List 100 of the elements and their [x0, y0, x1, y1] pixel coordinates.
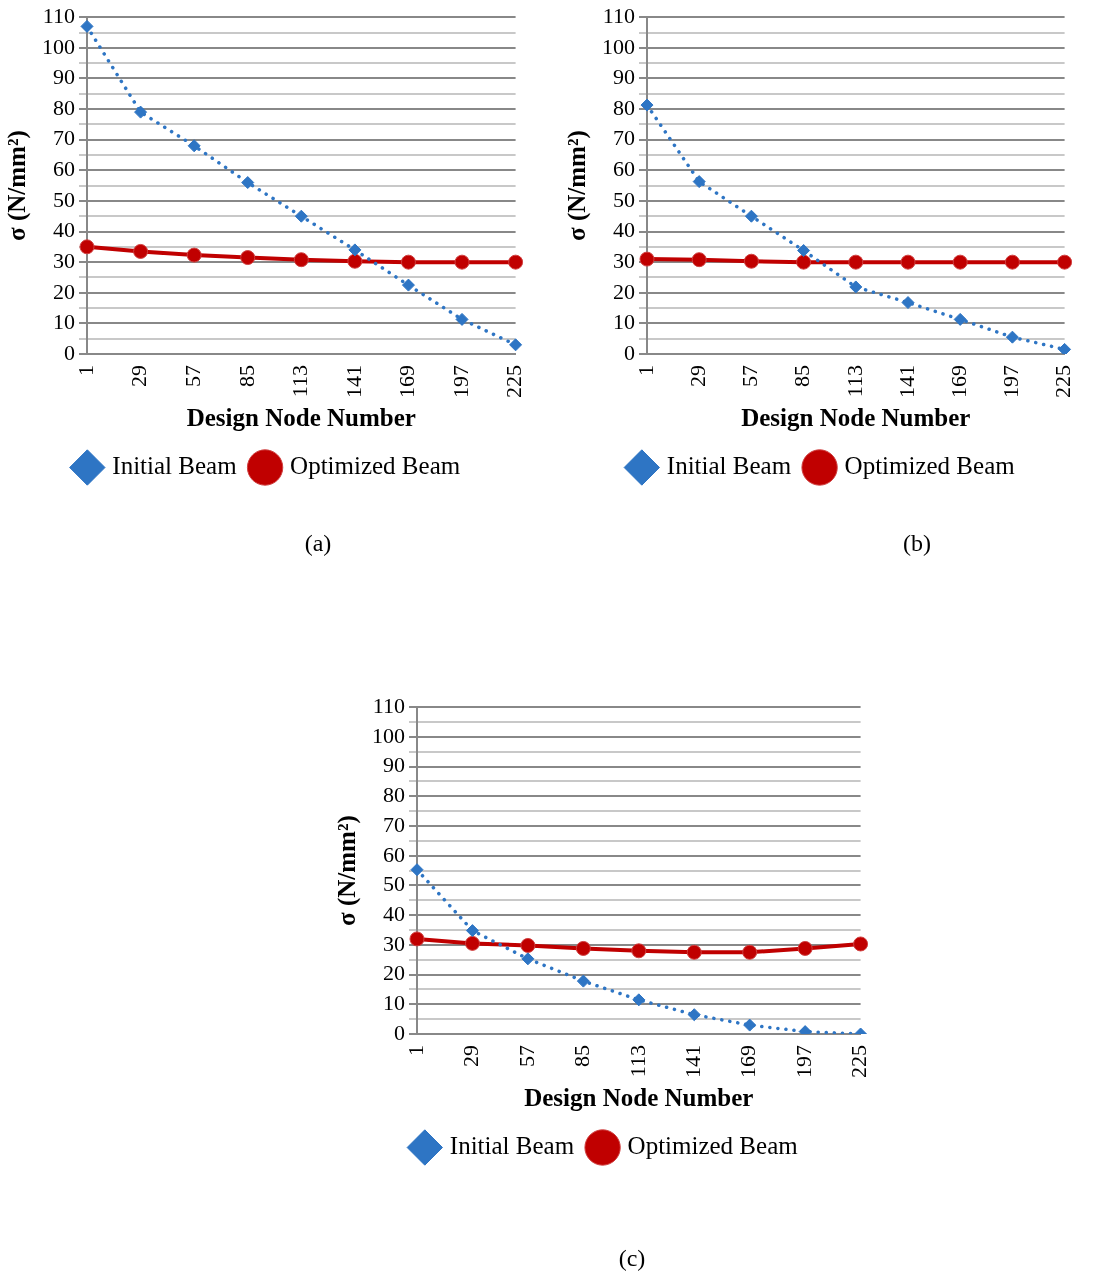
x-tick-label: 29: [458, 1045, 484, 1067]
point: [1004, 254, 1020, 270]
y-tick-label: 30: [383, 930, 405, 956]
point: [409, 931, 425, 947]
y-tick-label: 60: [53, 156, 75, 182]
point: [241, 176, 255, 190]
x-tick-label: 57: [179, 365, 205, 387]
x-tick-label: 141: [680, 1045, 706, 1078]
x-tick-label: 85: [233, 365, 259, 387]
point: [1005, 330, 1019, 344]
point: [692, 175, 706, 189]
x-axis-title: Design Node Number: [741, 404, 971, 432]
y-tick-label: 80: [53, 94, 75, 120]
y-tick-label: 100: [42, 33, 75, 59]
point: [796, 254, 812, 270]
y-tick-label: 20: [383, 960, 405, 986]
point: [742, 944, 758, 960]
x-tick-label: 225: [501, 365, 527, 398]
y-tick-label: 100: [602, 33, 635, 59]
y-tick-label: 70: [53, 125, 75, 151]
point: [401, 278, 415, 292]
point: [849, 280, 863, 294]
y-tick-label: 50: [383, 871, 405, 897]
point: [953, 312, 967, 326]
point: [520, 937, 536, 953]
y-tick-label: 20: [613, 278, 635, 304]
point: [632, 993, 646, 1007]
y-tick-label: 30: [613, 247, 635, 273]
point: [631, 943, 647, 959]
point: [575, 940, 591, 956]
legend-label: Optimized Beam: [627, 1132, 799, 1160]
x-tick-label: 1: [402, 1045, 428, 1056]
legend-label: Initial Beam: [666, 452, 792, 480]
point: [744, 209, 758, 223]
point: [508, 254, 524, 270]
point: [347, 253, 363, 269]
point: [134, 105, 148, 119]
text: (a): [303, 530, 333, 557]
x-tick-label: 113: [624, 1045, 650, 1078]
x-tick-label: 141: [340, 365, 366, 398]
point: [133, 243, 149, 259]
y-tick-label: 10: [613, 309, 635, 335]
y-axis-title: σ (N/mm²): [3, 130, 32, 241]
x-axis-title: Design Node Number: [186, 404, 416, 432]
y-tick-label: 60: [613, 156, 635, 182]
legend-label: Optimized Beam: [290, 452, 461, 480]
point: [1058, 342, 1072, 354]
y-axis-title: σ (N/mm²): [563, 130, 592, 241]
point: [521, 952, 535, 966]
x-tick-label: 1: [72, 365, 98, 376]
x-tick-label: 225: [1050, 365, 1076, 398]
x-tick-label: 113: [287, 365, 313, 398]
point: [691, 252, 707, 268]
x-tick-label: 85: [569, 1045, 595, 1067]
legend-label: Initial Beam: [112, 452, 238, 480]
point: [686, 944, 702, 960]
x-tick-label: 197: [790, 1045, 816, 1078]
point: [901, 296, 915, 310]
point: [509, 338, 523, 352]
x-tick-label: 1: [632, 365, 658, 376]
point: [240, 250, 256, 266]
point: [797, 940, 813, 956]
y-tick-label: 40: [53, 217, 75, 243]
y-tick-label: 20: [53, 278, 75, 304]
x-axis-title: Design Node Number: [524, 1084, 754, 1112]
x-tick-label: 113: [841, 365, 867, 398]
legend-label: Initial Beam: [449, 1132, 575, 1160]
y-tick-label: 90: [383, 752, 405, 778]
point: [454, 254, 470, 270]
y-tick-label: 70: [613, 125, 635, 151]
point: [455, 312, 469, 326]
point: [348, 243, 362, 257]
y-tick-label: 0: [624, 339, 635, 365]
point: [294, 209, 308, 223]
point: [687, 1008, 701, 1022]
y-tick-label: 60: [383, 841, 405, 867]
point: [797, 244, 811, 258]
point: [187, 139, 201, 153]
x-tick-label: 141: [893, 365, 919, 398]
y-tick-label: 50: [53, 186, 75, 212]
point: [293, 252, 309, 268]
point: [900, 254, 916, 270]
x-tick-label: 197: [447, 365, 473, 398]
y-tick-label: 110: [372, 692, 405, 718]
x-tick-label: 29: [684, 365, 710, 387]
x-tick-label: 57: [513, 1045, 539, 1067]
y-tick-label: 30: [53, 247, 75, 273]
y-axis-title: σ (N/mm²): [333, 815, 362, 926]
text: (c): [617, 1245, 647, 1272]
y-tick-label: 40: [613, 217, 635, 243]
x-tick-label: 169: [394, 365, 420, 398]
point: [186, 247, 202, 263]
y-tick-label: 0: [394, 1019, 405, 1045]
x-tick-label: 169: [735, 1045, 761, 1078]
point: [1057, 254, 1073, 270]
y-tick-label: 100: [372, 722, 405, 748]
text: (b): [902, 530, 932, 557]
y-tick-label: 50: [613, 186, 635, 212]
point: [743, 253, 759, 269]
y-tick-label: 40: [383, 900, 405, 926]
